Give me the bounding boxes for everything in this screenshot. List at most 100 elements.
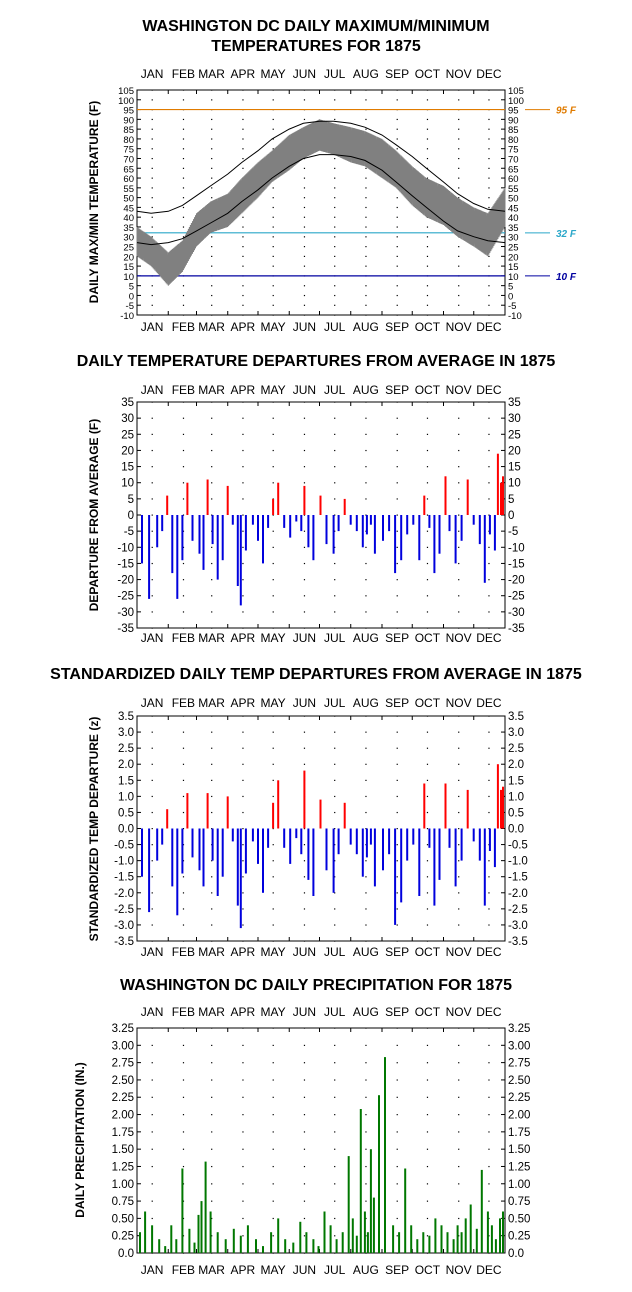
bar [466, 479, 469, 515]
bar [423, 783, 426, 829]
grid-dot [303, 118, 306, 121]
bar [365, 828, 368, 858]
month-label-bottom: JUL [324, 631, 346, 645]
grid-dot [242, 157, 244, 160]
ytick-label-left: -5 [124, 526, 134, 538]
grid-dot [365, 940, 367, 942]
grid-dot [458, 294, 460, 297]
ytick-label-left: -35 [117, 623, 134, 635]
bar [226, 485, 229, 515]
grid-dot [365, 715, 367, 717]
grid-dot [272, 1183, 274, 1185]
grid-dot [151, 844, 153, 846]
grid-dot [334, 294, 336, 297]
grid-dot [488, 1148, 490, 1150]
grid-dot [458, 828, 460, 830]
grid-dot [272, 138, 274, 140]
grid-dot [426, 285, 429, 287]
ytick-label-right: -10 [508, 311, 522, 322]
grid-dot [365, 294, 367, 297]
chart4-grid [151, 1027, 490, 1254]
ytick-label-right: 10 [508, 478, 521, 490]
month-label-top: OCT [415, 383, 441, 397]
grid-dot [396, 236, 398, 238]
grid-dot [334, 401, 336, 403]
grid-dot [303, 216, 306, 218]
ytick-label-left: 3.25 [112, 1023, 134, 1035]
grid-dot [458, 1079, 460, 1081]
grid-dot [211, 148, 213, 150]
grid-dot [396, 118, 398, 121]
grid-dot [211, 1096, 213, 1098]
grid-dot [272, 1062, 274, 1064]
grid-dot [396, 779, 398, 781]
bar [486, 1211, 489, 1253]
ytick-label-left: 2.5 [118, 743, 134, 755]
ytick-label-right: 2.25 [508, 1092, 530, 1104]
month-label-top: MAY [261, 696, 286, 710]
grid-dot [334, 1252, 336, 1254]
grid-dot [272, 118, 274, 121]
bar [307, 828, 310, 880]
month-label-bottom: MAY [261, 631, 286, 645]
month-label-top: AUG [353, 1005, 379, 1019]
grid-dot [365, 747, 367, 749]
grid-dot [426, 1096, 429, 1098]
bar [303, 485, 306, 515]
grid-dot [242, 482, 244, 484]
grid-dot [272, 924, 274, 926]
grid-dot [334, 216, 336, 218]
grid-dot [458, 940, 460, 942]
ytick-label-left: 0.50 [112, 1213, 134, 1225]
grid-dot [396, 940, 398, 942]
ytick-label-right: -2.5 [508, 904, 528, 916]
ytick-label-left: 1.50 [112, 1144, 134, 1156]
ytick-label-left: -2.5 [114, 904, 134, 916]
grid-dot [182, 860, 185, 862]
grid-dot [426, 255, 429, 258]
grid-dot [272, 433, 274, 435]
bar [272, 802, 275, 829]
bar [460, 515, 463, 541]
bar [277, 482, 280, 515]
grid-dot [396, 611, 398, 613]
bar [466, 789, 469, 829]
grid-dot [272, 1079, 274, 1081]
grid-dot [396, 1183, 398, 1185]
ytick-label-right: 3.00 [508, 1040, 530, 1052]
grid-dot [426, 844, 429, 846]
grid-dot [151, 466, 153, 468]
grid-dot [458, 187, 460, 189]
grid-dot [211, 1079, 213, 1081]
ytick-label-left: 2.50 [112, 1075, 134, 1087]
grid-dot [426, 167, 429, 169]
grid-dot [182, 940, 185, 942]
bar [400, 515, 403, 561]
grid-dot [242, 908, 244, 910]
month-label-bottom: FEB [172, 1263, 195, 1277]
grid-dot [458, 1114, 460, 1116]
bar [186, 793, 189, 829]
grid-dot [211, 236, 213, 238]
bar [161, 828, 164, 845]
grid-dot [272, 763, 274, 765]
ytick-label-left: -30 [117, 607, 134, 619]
grid-dot [488, 562, 490, 565]
grid-dot [365, 226, 367, 228]
grid-dot [211, 595, 213, 597]
grid-dot [303, 1148, 306, 1150]
ytick-label-left: -0.5 [114, 840, 134, 852]
month-label-bottom: MAY [261, 320, 286, 334]
bar [211, 515, 214, 545]
grid-dot [151, 304, 153, 306]
bar [452, 1239, 455, 1253]
grid-dot [303, 546, 306, 548]
grid-dot [426, 908, 429, 910]
grid-dot [426, 157, 429, 160]
month-label-top: APR [231, 696, 256, 710]
grid-dot [396, 731, 398, 733]
grid-dot [242, 627, 244, 629]
month-label-top: JUL [324, 383, 346, 397]
grid-dot [151, 924, 153, 926]
ytick-label-left: 0 [129, 291, 134, 302]
